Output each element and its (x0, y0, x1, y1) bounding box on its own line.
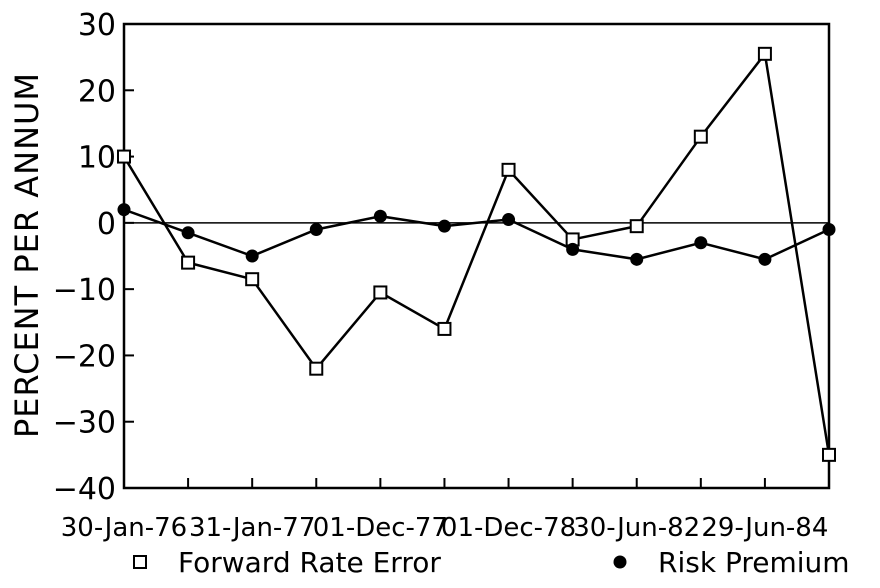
y-tick-label: −10 (53, 273, 116, 308)
data-point (373, 285, 388, 300)
series-line (122, 50, 831, 456)
data-point (373, 209, 387, 223)
legend-marker (613, 555, 627, 569)
y-axis-label: PERCENT PER ANNUM (8, 72, 46, 438)
data-point (757, 46, 772, 61)
data-point (117, 203, 131, 217)
legend-label: Risk Premium (658, 546, 850, 579)
data-point (117, 149, 131, 164)
x-tick-label: 30-Jan-76 (61, 513, 187, 543)
x-tick-label: 31-Jan-77 (189, 513, 315, 543)
data-point (181, 255, 196, 270)
data-point (245, 272, 260, 287)
legend-label: Forward Rate Error (178, 546, 441, 579)
data-point (437, 321, 452, 336)
data-point (693, 129, 708, 144)
data-point (694, 236, 708, 250)
data-point (566, 242, 580, 256)
x-tick-label: 30-Jun-82 (573, 513, 700, 543)
data-point (501, 162, 516, 177)
y-tick-label: −20 (53, 339, 116, 374)
y-tick-label: 0 (97, 207, 116, 242)
data-point (502, 213, 516, 227)
y-tick-label: 30 (78, 8, 116, 43)
y-tick-label: −30 (53, 406, 116, 441)
legend: Forward Rate Error Risk Premium (133, 546, 850, 579)
data-point (822, 222, 836, 236)
x-tick-label: 29-Jun-84 (701, 513, 828, 543)
legend-marker (133, 555, 147, 569)
y-tick-label: −40 (53, 472, 116, 507)
x-tick-label: 01-Dec-77 (313, 513, 448, 543)
data-point (758, 252, 772, 266)
series-layer (117, 46, 836, 462)
data-point (822, 447, 836, 462)
data-point (630, 252, 644, 266)
data-point (309, 361, 324, 376)
data-point (309, 222, 323, 236)
data-point (245, 249, 259, 263)
data-point (629, 219, 644, 234)
y-tick-label: 20 (78, 74, 116, 109)
series-line (123, 208, 830, 261)
y-tick-label: 10 (78, 141, 116, 176)
x-tick-label: 01-Dec-78 (441, 513, 576, 543)
plot-frame (122, 22, 831, 490)
data-point (437, 219, 451, 233)
data-point (181, 226, 195, 240)
